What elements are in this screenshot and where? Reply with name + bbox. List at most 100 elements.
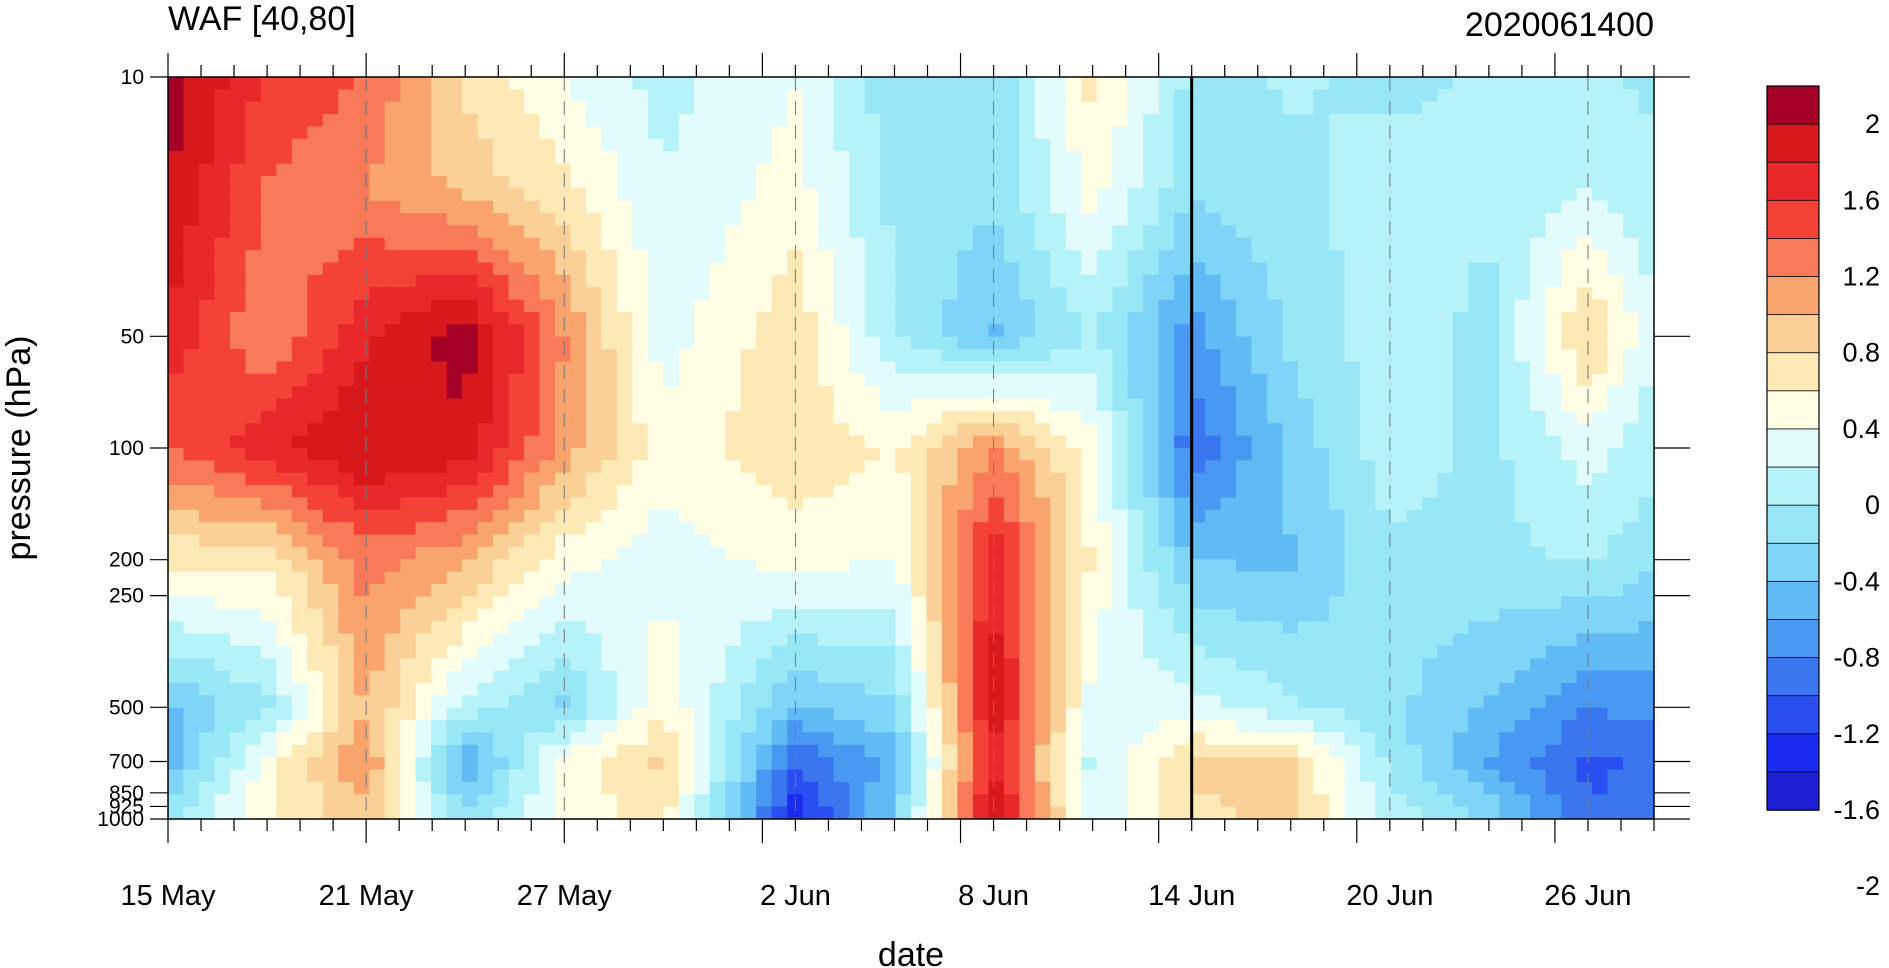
- field-cell: [678, 324, 695, 338]
- field-cell: [1251, 262, 1268, 276]
- field-cell: [1530, 695, 1547, 709]
- field-cell: [400, 571, 417, 585]
- field-cell: [1638, 472, 1654, 486]
- field-cell: [1112, 77, 1129, 90]
- field-cell: [400, 658, 417, 672]
- field-cell: [1390, 645, 1407, 659]
- field-cell: [477, 336, 494, 350]
- field-cell: [400, 534, 417, 548]
- field-cell: [1545, 336, 1562, 350]
- field-cell: [524, 101, 541, 115]
- field-cell: [229, 695, 246, 709]
- field-cell: [647, 225, 664, 239]
- field-cell: [926, 633, 943, 647]
- field-cell: [446, 262, 463, 276]
- field-cell: [508, 596, 525, 610]
- field-cell: [972, 645, 989, 659]
- field-cell: [198, 423, 216, 437]
- field-cell: [384, 138, 401, 152]
- field-cell: [647, 188, 664, 202]
- field-cell: [1452, 373, 1469, 387]
- field-cell: [833, 163, 850, 177]
- field-cell: [508, 448, 525, 461]
- field-cell: [1545, 250, 1562, 264]
- field-cell: [1545, 670, 1562, 684]
- field-cell: [462, 77, 479, 90]
- field-cell: [849, 349, 866, 363]
- field-cell: [1483, 485, 1500, 499]
- field-cell: [895, 386, 912, 400]
- field-cell: [771, 410, 788, 424]
- field-cell: [1406, 448, 1423, 461]
- field-cell: [322, 559, 339, 573]
- field-cell: [291, 324, 308, 338]
- field-cell: [353, 485, 370, 499]
- field-cell: [1189, 633, 1206, 647]
- field-cell: [353, 349, 370, 363]
- field-cell: [1220, 213, 1237, 226]
- field-cell: [647, 324, 664, 338]
- field-cell: [554, 658, 572, 672]
- field-cell: [1452, 311, 1469, 325]
- field-cell: [508, 410, 525, 424]
- field-cell: [880, 138, 897, 152]
- field-cell: [1236, 138, 1253, 152]
- field-cell: [926, 621, 943, 635]
- field-cell: [384, 225, 401, 239]
- field-cell: [1158, 114, 1175, 128]
- field-cell: [1499, 287, 1516, 301]
- field-cell: [1096, 324, 1113, 338]
- field-cell: [1189, 571, 1206, 585]
- field-cell: [818, 101, 835, 115]
- field-cell: [307, 682, 324, 696]
- field-cell: [1344, 299, 1361, 313]
- field-cell: [1607, 237, 1624, 251]
- field-cell: [400, 151, 417, 165]
- field-cell: [818, 225, 835, 239]
- field-cell: [183, 336, 200, 350]
- field-cell: [1499, 138, 1516, 152]
- field-cell: [570, 126, 587, 140]
- field-cell: [570, 448, 587, 461]
- field-cell: [183, 188, 200, 202]
- field-cell: [369, 633, 386, 647]
- field-cell: [941, 522, 959, 536]
- field-cell: [1545, 448, 1562, 461]
- field-cell: [384, 596, 401, 610]
- field-cell: [632, 151, 649, 165]
- field-cell: [1576, 584, 1593, 597]
- field-cell: [276, 398, 293, 412]
- field-cell: [647, 373, 664, 387]
- field-cell: [1638, 534, 1654, 548]
- field-cell: [1267, 274, 1284, 288]
- field-cell: [168, 621, 185, 635]
- field-cell: [880, 101, 897, 115]
- field-cell: [400, 460, 417, 474]
- field-cell: [895, 546, 912, 560]
- field-cell: [353, 386, 370, 400]
- field-cell: [168, 645, 185, 659]
- field-cell: [802, 695, 819, 709]
- field-cell: [1390, 250, 1407, 264]
- field-cell: [1499, 89, 1516, 103]
- field-cell: [1344, 559, 1361, 573]
- field-cell: [1251, 287, 1268, 301]
- field-cell: [1143, 633, 1160, 647]
- field-cell: [694, 621, 711, 635]
- field-cell: [260, 138, 277, 152]
- field-cell: [616, 410, 633, 424]
- field-cell: [1313, 621, 1330, 635]
- field-cell: [802, 534, 819, 548]
- field-cell: [1297, 596, 1315, 610]
- field-cell: [988, 361, 1005, 375]
- field-cell: [895, 682, 912, 696]
- field-cell: [508, 423, 525, 437]
- field-cell: [400, 336, 417, 350]
- field-cell: [1174, 398, 1191, 412]
- field-cell: [462, 682, 479, 696]
- field-cell: [1236, 571, 1253, 585]
- field-cell: [229, 497, 246, 511]
- field-cell: [400, 114, 417, 128]
- field-cell: [1174, 695, 1191, 709]
- field-cell: [1359, 225, 1376, 239]
